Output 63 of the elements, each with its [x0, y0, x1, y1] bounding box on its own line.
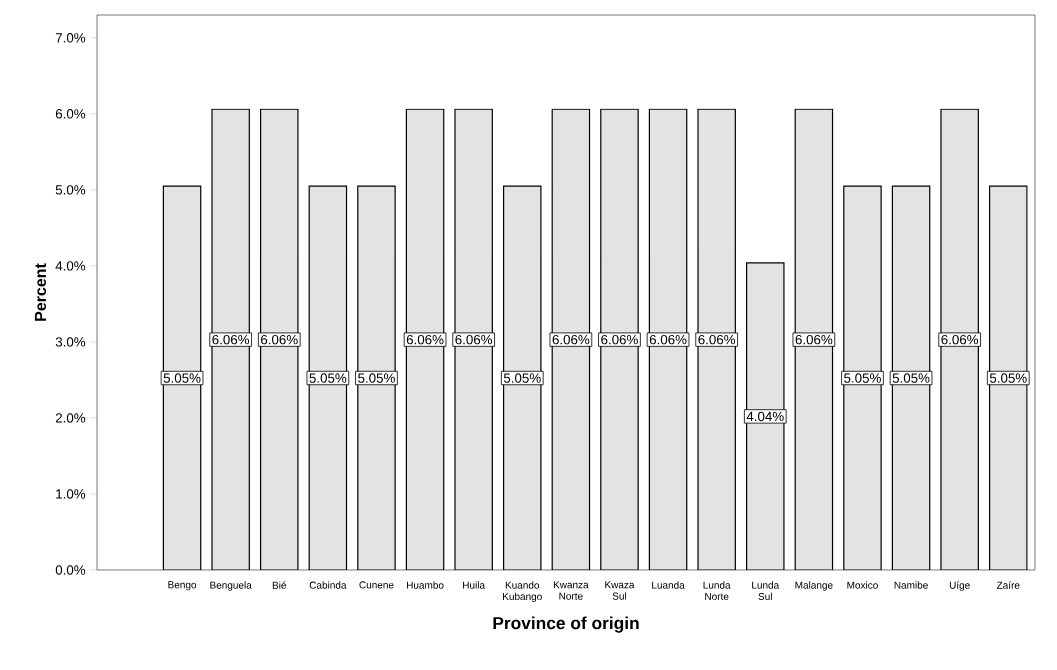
data-label: 6.06%	[649, 334, 687, 345]
y-tick-label: 7.0%	[55, 33, 86, 43]
bar	[163, 186, 201, 570]
data-label: 5.05%	[309, 373, 347, 383]
y-tick-label: 6.0%	[55, 109, 86, 119]
bar	[455, 109, 493, 570]
y-tick-label: 5.0%	[55, 185, 86, 195]
x-tick-label: Moxico	[847, 581, 878, 589]
x-tick-label: Luanda	[652, 581, 685, 589]
x-tick-label: Malange	[795, 581, 833, 591]
x-tick-label: Kwaza Sul	[605, 581, 635, 600]
data-label: 6.06%	[212, 334, 250, 345]
x-tick-label: Uíge	[949, 581, 970, 591]
y-tick-label: 2.0%	[55, 413, 86, 423]
bar	[941, 109, 979, 570]
x-tick-label: Namibe	[894, 581, 928, 589]
bar	[503, 186, 541, 570]
x-tick-label: Benguela	[210, 581, 252, 591]
bar	[843, 186, 882, 570]
bar	[989, 185, 1028, 570]
x-tick-label: Kuando Kubango	[503, 581, 542, 603]
x-tick-label: Bié	[272, 581, 287, 589]
data-label: 6.06%	[455, 334, 493, 345]
x-tick-label: Lunda Sul	[752, 581, 780, 601]
x-tick-label: Zaíre	[996, 581, 1020, 589]
x-tick-label: Cunene	[359, 581, 394, 589]
bar	[211, 109, 250, 570]
y-tick-label: 3.0%	[55, 337, 86, 347]
x-tick-label: Bengo	[168, 581, 197, 591]
data-label: 6.06%	[406, 334, 444, 345]
x-tick-label: Huila	[463, 581, 486, 589]
data-label: 5.05%	[163, 373, 201, 383]
x-tick-label: Cabinda	[309, 581, 347, 589]
bar	[406, 109, 444, 570]
data-label: 6.06%	[261, 334, 298, 345]
data-label: 6.06%	[941, 334, 979, 345]
bar	[795, 109, 833, 570]
bar	[649, 109, 687, 570]
bar	[698, 109, 736, 570]
y-tick-label: 0.0%	[55, 565, 86, 575]
y-tick-label: 4.0%	[55, 261, 86, 271]
data-label: 6.06%	[795, 334, 833, 345]
data-label: 5.05%	[892, 373, 930, 383]
data-label: 5.05%	[844, 373, 881, 383]
data-label: 4.04%	[746, 411, 784, 422]
y-axis-title: Percent	[34, 263, 47, 321]
bar	[746, 262, 784, 570]
data-label: 6.06%	[552, 334, 590, 345]
bar	[600, 109, 639, 570]
bar	[552, 109, 590, 570]
bar	[357, 186, 396, 570]
x-tick-label: Lunda Norte	[703, 581, 731, 601]
data-label: 5.05%	[989, 373, 1027, 383]
data-label: 6.06%	[698, 334, 736, 345]
bar	[309, 186, 347, 570]
data-label: 5.05%	[503, 373, 541, 383]
y-tick-label: 1.0%	[56, 489, 86, 499]
x-tick-label: Kwanza Norte	[553, 581, 589, 600]
bar	[892, 186, 930, 570]
data-label: 5.05%	[358, 373, 395, 383]
x-axis-title: Province of origin	[493, 616, 639, 633]
x-tick-label: Huambo	[406, 581, 444, 589]
data-label: 6.06%	[601, 334, 638, 345]
